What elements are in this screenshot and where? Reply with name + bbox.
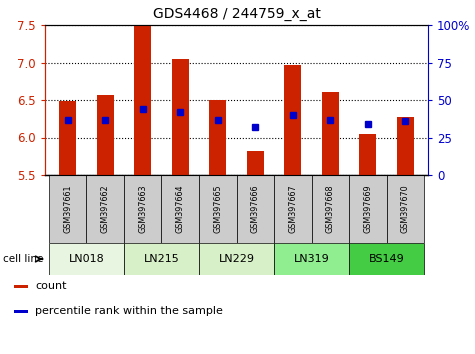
Text: LN018: LN018 — [68, 254, 104, 264]
Text: GSM397663: GSM397663 — [138, 185, 147, 233]
Text: percentile rank within the sample: percentile rank within the sample — [35, 307, 223, 316]
Bar — [124, 243, 199, 275]
Bar — [49, 243, 124, 275]
Bar — [247, 151, 264, 175]
Text: GSM397665: GSM397665 — [213, 185, 222, 233]
Text: cell line: cell line — [3, 254, 43, 264]
Bar — [162, 175, 199, 243]
Bar — [322, 92, 339, 175]
Bar — [285, 65, 301, 175]
Bar — [360, 134, 376, 175]
Bar — [124, 175, 162, 243]
Bar — [387, 175, 424, 243]
Bar — [86, 175, 124, 243]
Text: GSM397664: GSM397664 — [176, 185, 185, 233]
Bar — [14, 310, 28, 313]
Bar — [172, 59, 189, 175]
Bar — [349, 243, 424, 275]
Bar — [59, 101, 76, 175]
Text: GSM397662: GSM397662 — [101, 185, 110, 233]
Bar — [237, 175, 274, 243]
Bar — [274, 243, 349, 275]
Text: GSM397668: GSM397668 — [326, 185, 335, 233]
Text: GSM397661: GSM397661 — [63, 185, 72, 233]
Bar — [14, 285, 28, 288]
Bar — [312, 175, 349, 243]
Bar — [397, 117, 414, 175]
Text: BS149: BS149 — [369, 254, 405, 264]
Text: LN215: LN215 — [143, 254, 179, 264]
Bar — [349, 175, 387, 243]
Text: GSM397670: GSM397670 — [401, 185, 410, 233]
Text: LN319: LN319 — [294, 254, 330, 264]
Bar — [96, 95, 114, 175]
Bar — [134, 25, 151, 175]
Bar — [199, 175, 237, 243]
Text: GSM397667: GSM397667 — [288, 185, 297, 233]
Bar — [199, 243, 274, 275]
Text: GSM397669: GSM397669 — [363, 185, 372, 233]
Bar — [49, 175, 86, 243]
Text: GSM397666: GSM397666 — [251, 185, 260, 233]
Bar — [209, 100, 226, 175]
Text: count: count — [35, 281, 66, 291]
Bar — [274, 175, 312, 243]
Title: GDS4468 / 244759_x_at: GDS4468 / 244759_x_at — [152, 7, 321, 21]
Text: LN229: LN229 — [218, 254, 255, 264]
